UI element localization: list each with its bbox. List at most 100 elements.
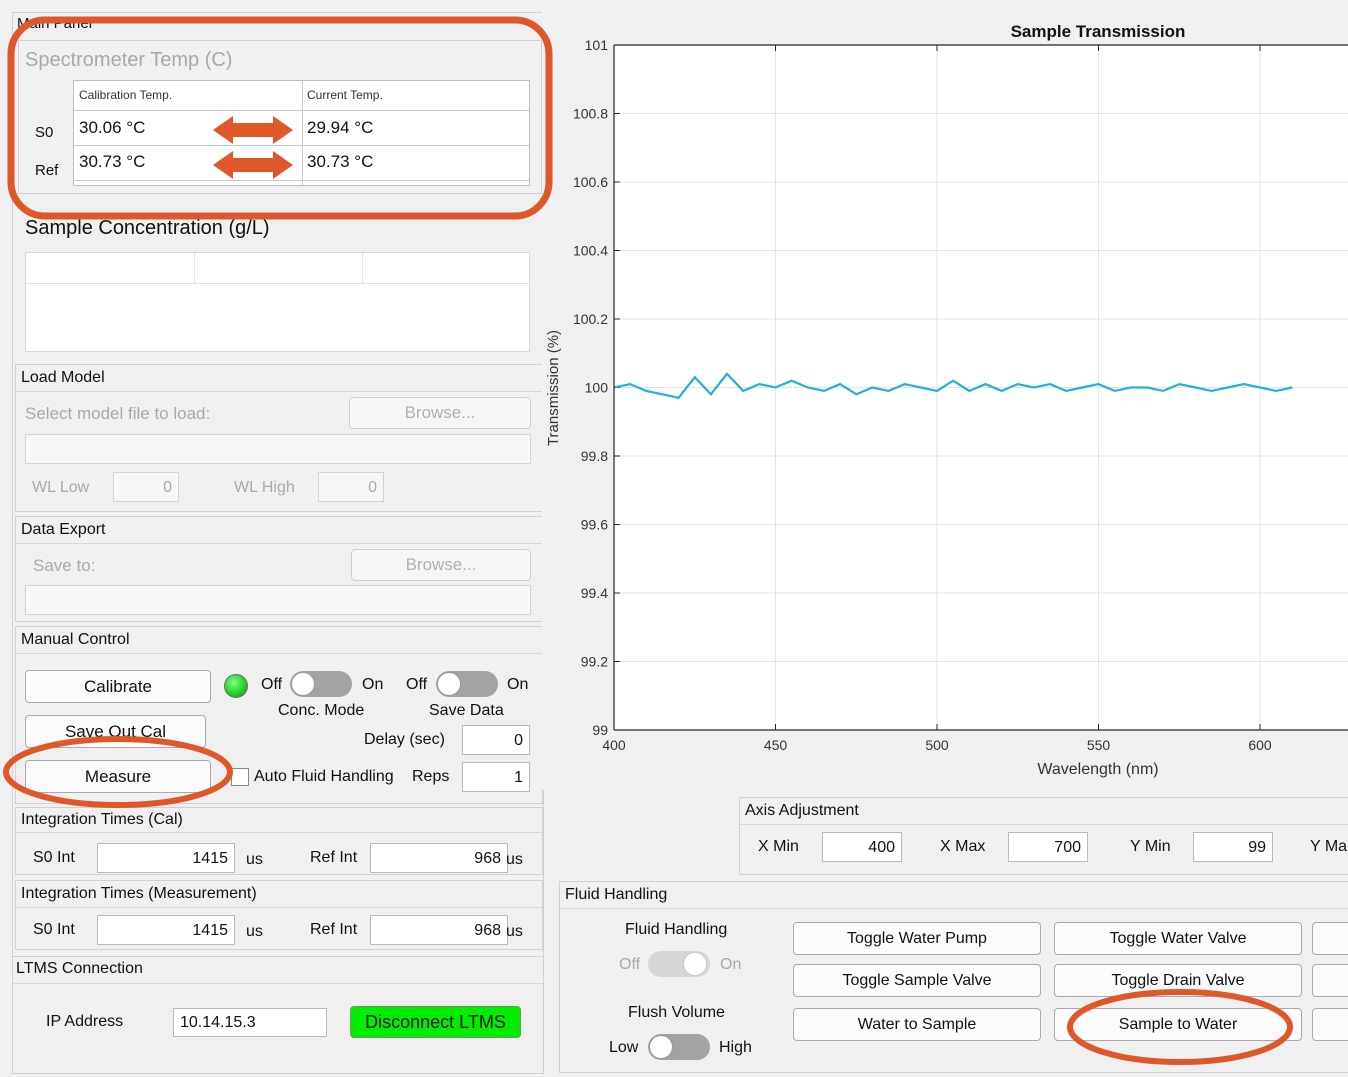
integration-meas-title: Integration Times (Measurement) [21, 885, 257, 902]
toggle-knob [291, 672, 315, 696]
y-max-label: Y Ma [1310, 838, 1348, 855]
title-divider [740, 824, 1348, 825]
title-divider [16, 907, 542, 908]
save-out-cal-button[interactable]: Save Out Cal [25, 715, 206, 748]
y-tick-label: 100.4 [573, 243, 608, 259]
conc-mode-off-label: Off [261, 676, 283, 693]
title-divider [16, 543, 542, 544]
concentration-table [25, 252, 530, 352]
ip-address-label: IP Address [46, 1013, 124, 1030]
integration-cal-title: Integration Times (Cal) [21, 811, 183, 828]
y-tick-label: 99.8 [581, 448, 608, 464]
data-export-title: Data Export [21, 521, 106, 538]
fluid-handling-off-label: Off [619, 956, 641, 973]
measure-button[interactable]: Measure [25, 760, 211, 793]
wl-high-field[interactable]: 0 [318, 472, 384, 502]
fluid-handling-toggle[interactable] [648, 951, 710, 977]
transmission-chart[interactable]: 99 99.2 99.4 99.6 99.8 100 100.2 100.4 100.6 100.… [542, 10, 1348, 790]
y-tick-label: 99.4 [581, 585, 608, 601]
disconnect-ltms-button[interactable]: Disconnect LTMS [350, 1006, 521, 1038]
y-axis-label: Transmission (%) [545, 330, 562, 446]
ref-current-temp: 30.73 °C [307, 152, 374, 171]
x-max-label: X Max [940, 838, 986, 855]
col-calibration-temp: Calibration Temp. [79, 88, 173, 102]
reps-field[interactable]: 1 [462, 762, 530, 792]
conc-mode-toggle[interactable] [290, 671, 352, 697]
ip-address-field[interactable]: 10.14.15.3 [173, 1008, 327, 1037]
s0-calibration-temp: 30.06 °C [79, 118, 146, 137]
extra-button-3[interactable] [1312, 1008, 1348, 1041]
fluid-handling-toggle-title: Fluid Handling [625, 921, 728, 938]
cal-ref-int-field[interactable]: 968 [370, 843, 508, 873]
calibrate-button[interactable]: Calibrate [25, 670, 211, 703]
transmission-series-line [613, 372, 1293, 400]
title-divider [16, 653, 542, 654]
toggle-knob [649, 1035, 673, 1059]
temp-row-ref: 30.73 °C 30.73 °C [74, 146, 529, 181]
x-tick-label: 600 [1248, 737, 1272, 753]
delay-label: Delay (sec) [364, 731, 445, 748]
model-file-field[interactable] [25, 434, 531, 464]
title-divider [16, 391, 542, 392]
meas-ref-int-field[interactable]: 968 [370, 915, 508, 945]
y-tick-label: 99.6 [581, 517, 608, 533]
flush-high-label: High [719, 1039, 752, 1056]
meas-ref-unit: us [506, 923, 523, 940]
x-tick-label: 400 [602, 737, 626, 753]
temp-row-s0: 30.06 °C 29.94 °C [74, 111, 529, 146]
wl-high-label: WL High [234, 479, 295, 496]
concentration-title: Sample Concentration (g/L) [25, 217, 270, 239]
flush-volume-toggle[interactable] [648, 1034, 710, 1060]
water-to-sample-button[interactable]: Water to Sample [793, 1008, 1041, 1041]
save-to-field[interactable] [25, 585, 531, 615]
cal-s0-int-label: S0 Int [33, 849, 75, 866]
auto-fluid-checkbox[interactable] [231, 768, 249, 786]
col-current-temp: Current Temp. [307, 88, 383, 102]
toggle-knob [683, 952, 707, 976]
chart-title: Sample Transmission [1011, 22, 1186, 41]
load-model-browse-button[interactable]: Browse... [349, 397, 531, 429]
select-model-label: Select model file to load: [25, 404, 211, 423]
conc-mode-on-label: On [362, 676, 384, 693]
meas-s0-int-field[interactable]: 1415 [97, 915, 235, 945]
toggle-water-valve-button[interactable]: Toggle Water Valve [1054, 922, 1302, 955]
save-data-on-label: On [507, 676, 529, 693]
save-to-label: Save to: [33, 556, 96, 575]
status-indicator-light [224, 674, 248, 698]
data-export-browse-button[interactable]: Browse... [351, 549, 531, 581]
flush-volume-title: Flush Volume [628, 1004, 725, 1021]
conc-col-divider [194, 253, 195, 283]
concentration-header [26, 253, 529, 284]
y-tick-label: 101 [585, 37, 609, 53]
temp-table-header: Calibration Temp. Current Temp. [74, 81, 529, 185]
save-data-label: Save Data [429, 702, 504, 719]
toggle-water-pump-button[interactable]: Toggle Water Pump [793, 922, 1041, 955]
cal-s0-unit: us [246, 851, 263, 868]
wl-low-field[interactable]: 0 [113, 472, 179, 502]
manual-control-title: Manual Control [21, 631, 130, 648]
y-min-field[interactable]: 99 [1193, 832, 1273, 862]
x-min-field[interactable]: 400 [822, 832, 902, 862]
temp-table: Calibration Temp. Current Temp. 30.06 °C… [73, 80, 530, 186]
cal-s0-int-field[interactable]: 1415 [97, 843, 235, 873]
flush-low-label: Low [609, 1039, 639, 1056]
x-max-field[interactable]: 700 [1008, 832, 1088, 862]
title-divider [16, 832, 542, 833]
y-min-label: Y Min [1130, 838, 1171, 855]
toggle-drain-valve-button[interactable]: Toggle Drain Valve [1054, 964, 1302, 997]
y-tick-label: 100.2 [573, 311, 608, 327]
extra-button-1[interactable] [1312, 922, 1348, 955]
y-tick-label: 100 [585, 380, 609, 396]
delay-field[interactable]: 0 [462, 725, 530, 755]
x-tick-label: 500 [925, 737, 949, 753]
ref-calibration-temp: 30.73 °C [79, 152, 146, 171]
meas-s0-unit: us [246, 923, 263, 940]
s0-current-temp: 29.94 °C [307, 118, 374, 137]
meas-s0-int-label: S0 Int [33, 921, 75, 938]
toggle-sample-valve-button[interactable]: Toggle Sample Valve [793, 964, 1041, 997]
title-divider [13, 983, 543, 984]
sample-to-water-button[interactable]: Sample to Water [1054, 1008, 1302, 1041]
y-tick-label: 99 [592, 722, 608, 738]
extra-button-2[interactable] [1312, 964, 1348, 997]
save-data-toggle[interactable] [436, 671, 498, 697]
